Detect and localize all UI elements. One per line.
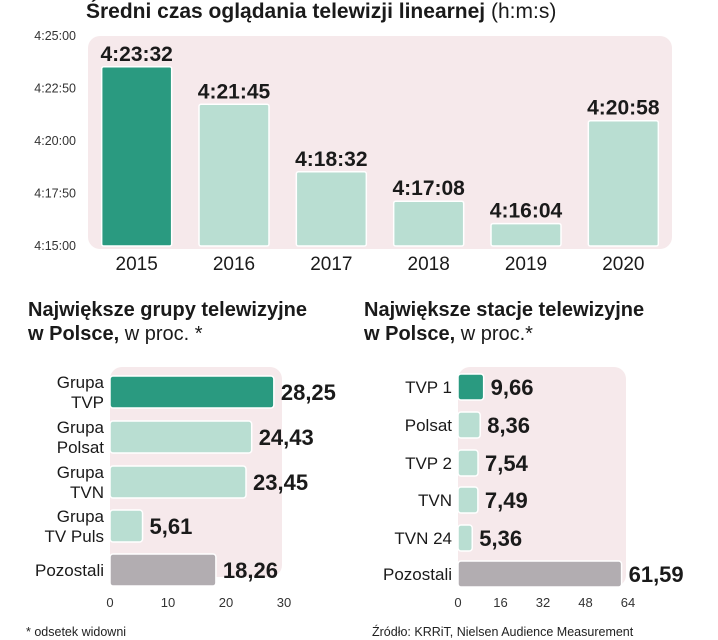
chart1-bar-2019 bbox=[490, 222, 562, 247]
chart2-value-label: 5,61 bbox=[150, 514, 193, 539]
chart1-plot-area bbox=[88, 36, 672, 249]
chart1-bar-2020 bbox=[587, 119, 660, 247]
chart2-xtick-label: 10 bbox=[161, 595, 175, 610]
chart1-xtick-label: 2018 bbox=[408, 254, 450, 275]
chart3-plot-area bbox=[458, 367, 626, 587]
chart3-value-label: 61,59 bbox=[629, 562, 684, 587]
footnote: * odsetek widowni bbox=[26, 625, 127, 639]
chart1-ytick-label: 4:22:50 bbox=[34, 82, 76, 96]
chart3-category-label: TVN bbox=[418, 491, 452, 510]
chart2-bar bbox=[109, 509, 144, 543]
chart1-ytick-label: 4:25:00 bbox=[34, 29, 76, 43]
chart2-category-label: Grupa bbox=[57, 373, 105, 392]
chart1-value-label: 4:21:45 bbox=[198, 80, 271, 103]
chart1-ytick-label: 4:15:00 bbox=[34, 239, 76, 253]
chart3-category-label: Pozostali bbox=[383, 565, 452, 584]
chart2-bar bbox=[109, 465, 247, 499]
chart2-category-label: TV Puls bbox=[44, 527, 104, 546]
chart1-xtick-label: 2017 bbox=[310, 254, 352, 275]
chart3-bar bbox=[457, 560, 623, 588]
chart3-xtick-label: 64 bbox=[621, 595, 635, 610]
chart2-category-label: Grupa bbox=[57, 463, 105, 482]
chart1-value-label: 4:17:08 bbox=[392, 177, 465, 200]
chart3-value-label: 7,54 bbox=[485, 451, 529, 476]
chart3-category-label: TVN 24 bbox=[394, 529, 452, 548]
chart3-xtick-label: 32 bbox=[536, 595, 550, 610]
chart1-title: Średni czas oglądania telewizji linearne… bbox=[86, 0, 557, 23]
chart2-xtick-label: 30 bbox=[277, 595, 291, 610]
chart1-value-label: 4:16:04 bbox=[490, 200, 563, 223]
chart2-category-label: Grupa bbox=[57, 418, 105, 437]
chart3-xtick-label: 0 bbox=[454, 595, 461, 610]
chart2-category-label: TVN bbox=[70, 483, 104, 502]
chart1-bar-2017 bbox=[295, 171, 368, 247]
chart3-bar bbox=[457, 411, 481, 439]
chart1-xtick-label: 2015 bbox=[116, 254, 158, 275]
chart1-bar-2018 bbox=[392, 200, 465, 247]
chart1-bar-2015 bbox=[100, 66, 173, 247]
chart1-xtick-label: 2016 bbox=[213, 254, 255, 275]
chart1-value-label: 4:20:58 bbox=[587, 97, 660, 120]
chart3-bar bbox=[457, 486, 479, 514]
chart2-tv-groups: 28,25GrupaTVP24,43GrupaPolsat23,45GrupaT… bbox=[35, 367, 336, 610]
chart3-xtick-label: 16 bbox=[493, 595, 507, 610]
chart1-ytick-label: 4:17:50 bbox=[34, 187, 76, 201]
chart2-category-label: Polsat bbox=[57, 438, 105, 457]
chart2-xtick-label: 0 bbox=[106, 595, 113, 610]
chart2-value-label: 28,25 bbox=[281, 380, 336, 405]
chart1-xtick-label: 2019 bbox=[505, 254, 547, 275]
chart3-bar bbox=[457, 373, 485, 401]
chart2-category-label: Grupa bbox=[57, 507, 105, 526]
chart3-value-label: 7,49 bbox=[485, 488, 528, 513]
chart2-title: Największe grupy telewizyjne w Polsce, w… bbox=[28, 299, 307, 345]
chart2-value-label: 23,45 bbox=[253, 470, 308, 495]
chart1-xtick-label: 2020 bbox=[602, 254, 644, 275]
chart2-category-label: Pozostali bbox=[35, 561, 104, 580]
chart3-tv-stations: 9,66 TVP 1 8,36 Polsat 7,54 TVP 2 7,49 TVN 5,36 T… bbox=[383, 367, 684, 610]
chart3-category-label: TVP 1 bbox=[405, 378, 452, 397]
chart1-year-average: 4:15:00 4:17:50 4:20:00 4:22:50 4:25:00 4:23:… bbox=[34, 29, 672, 275]
chart1-value-label: 4:23:32 bbox=[100, 43, 172, 66]
chart3-category-label: TVP 2 bbox=[405, 454, 452, 473]
chart3-value-label: 5,36 bbox=[479, 526, 522, 551]
chart2-bar bbox=[109, 420, 253, 454]
chart3-category-label: Polsat bbox=[405, 416, 453, 435]
chart2-value-label: 18,26 bbox=[223, 558, 278, 583]
chart3-title: Największe stacje telewizyjne w Polsce, … bbox=[364, 299, 645, 345]
chart3-xtick-label: 48 bbox=[578, 595, 592, 610]
chart2-bar bbox=[109, 553, 217, 587]
chart1-bar-2016 bbox=[198, 103, 270, 247]
chart3-value-label: 9,66 bbox=[491, 375, 534, 400]
chart2-xtick-label: 20 bbox=[219, 595, 233, 610]
chart2-bar bbox=[109, 375, 275, 409]
chart1-value-label: 4:18:32 bbox=[295, 148, 367, 171]
source-note: Źródło: KRRiT, Nielsen Audience Measurem… bbox=[372, 625, 634, 639]
chart3-value-label: 8,36 bbox=[487, 413, 530, 438]
chart3-bar bbox=[457, 524, 473, 552]
chart2-category-label: TVP bbox=[71, 393, 104, 412]
chart1-ytick-label: 4:20:00 bbox=[34, 134, 76, 148]
chart2-value-label: 24,43 bbox=[259, 425, 314, 450]
chart3-bar bbox=[457, 449, 479, 477]
